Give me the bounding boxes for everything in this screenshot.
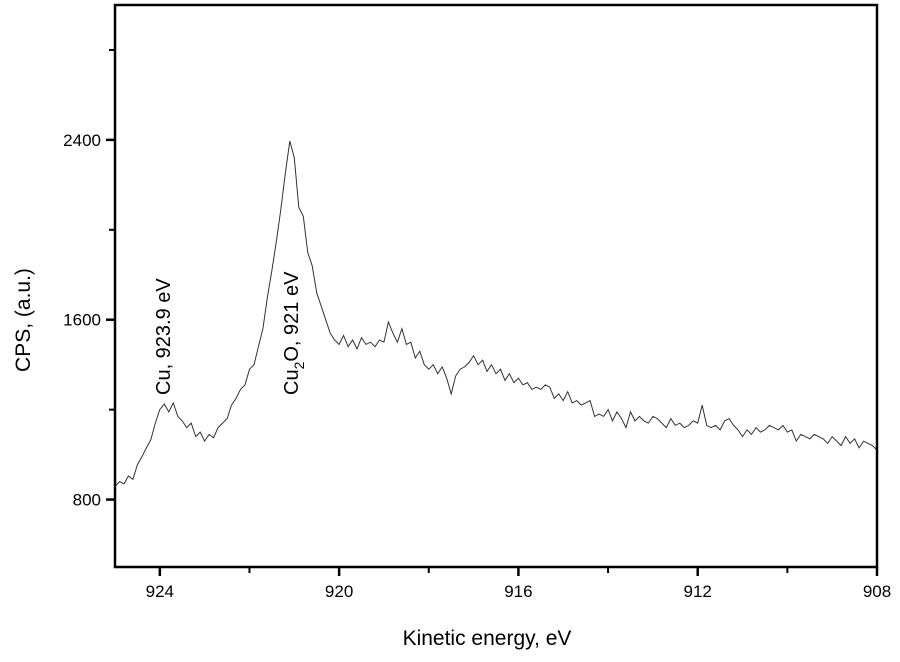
y-axis-label: CPS, (a.u.) — [12, 268, 35, 372]
plot-marks — [114, 140, 878, 487]
x-tick-label: 912 — [684, 582, 712, 601]
x-tick-label: 920 — [325, 582, 353, 601]
y-tick-label: 1600 — [63, 311, 101, 330]
annotation-cu2o: Cu2O, 921 eV — [281, 271, 307, 395]
plot-frame — [113, 3, 879, 569]
x-tick-label: 924 — [146, 582, 174, 601]
spectrum-line — [114, 140, 878, 487]
y-tick-label: 2400 — [63, 131, 101, 150]
y-tick-label: 800 — [73, 491, 101, 510]
annotation-cu: Cu, 923.9 eV — [153, 278, 175, 395]
axis-ticks: 924 920 916 912 908 800 1600 2400 — [63, 48, 891, 601]
x-tick-label: 916 — [504, 582, 532, 601]
x-axis-label: Kinetic energy, eV — [403, 627, 572, 650]
x-tick-label: 908 — [863, 582, 891, 601]
annotation-cu2o-main: Cu — [281, 369, 303, 395]
annotation-cu2o-rest: O, 921 eV — [281, 271, 303, 362]
annotation-cu2o-sub: 2 — [291, 361, 307, 369]
